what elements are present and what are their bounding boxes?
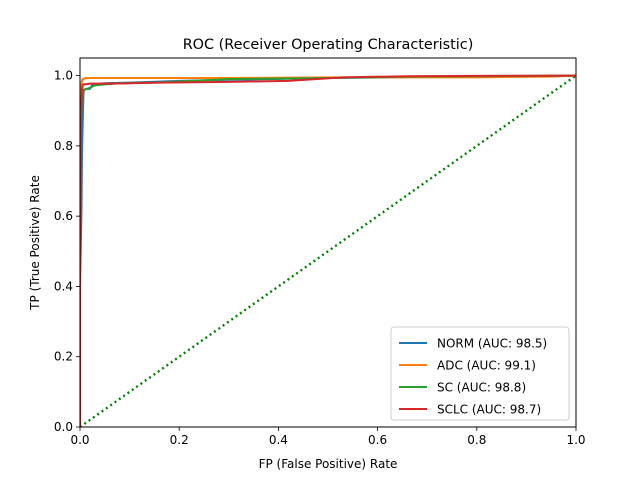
- legend-label: ADC (AUC: 99.1): [437, 359, 536, 373]
- roc-curve-sclc: [80, 74, 576, 427]
- y-tick-label: 0.6: [54, 209, 73, 223]
- y-tick-label: 0.4: [54, 279, 73, 293]
- x-tick-label: 0.8: [467, 433, 486, 447]
- series-layer: [80, 74, 576, 427]
- y-axis-ticks: 0.0 0.2 0.4 0.6 0.8 1.0: [54, 69, 80, 434]
- legend-label: SC (AUC: 98.8): [437, 381, 526, 395]
- legend-label: NORM (AUC: 98.5): [437, 337, 547, 351]
- y-tick-label: 0.0: [54, 420, 73, 434]
- x-tick-label: 0.0: [70, 433, 89, 447]
- y-tick-label: 0.8: [54, 139, 73, 153]
- legend: NORM (AUC: 98.5) ADC (AUC: 99.1) SC (AUC: …: [390, 326, 570, 421]
- x-axis-ticks: 0.0 0.2 0.4 0.6 0.8 1.0: [70, 427, 586, 447]
- chart-title: ROC (Receiver Operating Characteristic): [183, 37, 474, 53]
- chance-diagonal-line: [80, 74, 576, 427]
- y-axis-label: TP (True Positive) Rate: [28, 175, 42, 311]
- x-tick-label: 0.6: [368, 433, 387, 447]
- legend-label: SCLC (AUC: 98.7): [437, 403, 541, 417]
- plot-frame: [79, 57, 577, 428]
- y-tick-label: 1.0: [54, 69, 73, 83]
- x-tick-label: 0.2: [170, 433, 189, 447]
- y-tick-label: 0.2: [54, 350, 73, 364]
- legend-box: [390, 326, 570, 421]
- x-tick-label: 0.4: [269, 433, 288, 447]
- legend-items: NORM (AUC: 98.5) ADC (AUC: 99.1) SC (AUC: …: [399, 337, 547, 417]
- x-tick-label: 1.0: [566, 433, 585, 447]
- x-axis-label: FP (False Positive) Rate: [259, 457, 398, 471]
